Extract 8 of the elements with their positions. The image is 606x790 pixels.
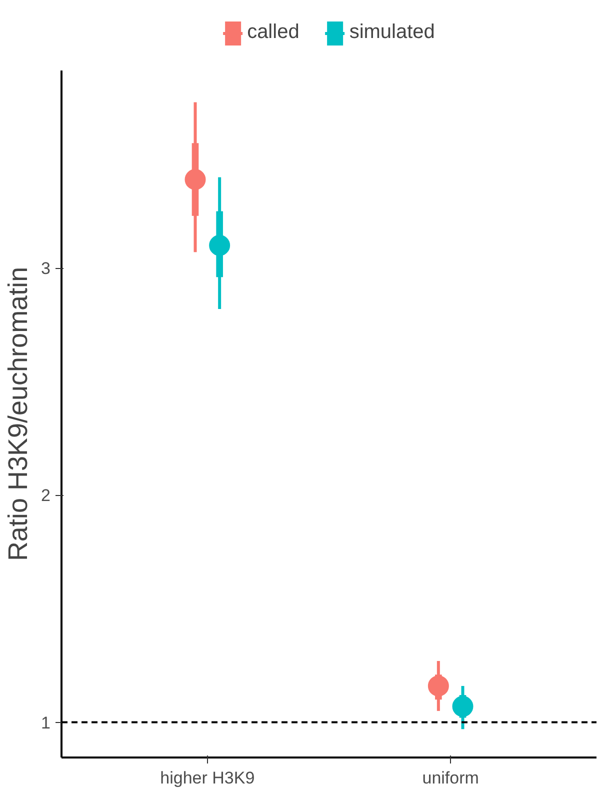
y-axis-title: Ratio H3K9/euchromatin bbox=[3, 266, 34, 562]
y-tick-label: 3 bbox=[41, 259, 51, 278]
x-tick-label: higher H3K9 bbox=[160, 768, 255, 788]
x-tick-label: uniform bbox=[422, 768, 479, 788]
y-tick-label: 1 bbox=[41, 713, 51, 732]
legend-label: called bbox=[247, 21, 300, 44]
legend-label: simulated bbox=[349, 21, 435, 44]
y-tick-label: 2 bbox=[41, 486, 51, 506]
